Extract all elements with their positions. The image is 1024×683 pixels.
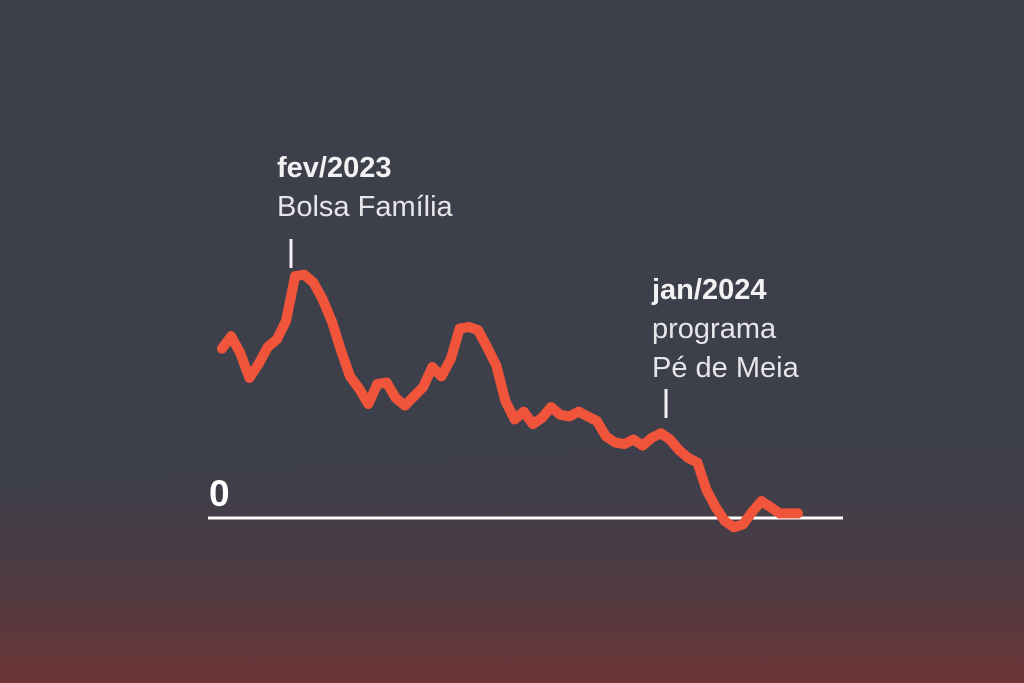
data-point bbox=[774, 508, 785, 519]
data-point bbox=[427, 362, 438, 373]
data-point bbox=[409, 391, 419, 402]
data-point bbox=[326, 315, 337, 326]
annotation-pe-de-meia: jan/2024 programa Pé de Meia bbox=[652, 271, 799, 388]
data-point bbox=[683, 452, 694, 463]
data-point bbox=[527, 419, 538, 430]
data-point bbox=[217, 343, 227, 354]
data-point bbox=[646, 432, 657, 443]
data-point bbox=[253, 359, 264, 369]
data-point bbox=[628, 434, 639, 445]
zero-axis-label: 0 bbox=[209, 473, 230, 514]
series-line bbox=[217, 269, 803, 533]
data-point bbox=[345, 371, 355, 382]
data-point bbox=[637, 440, 648, 451]
annotation-text: Pé de Meia bbox=[652, 352, 799, 384]
data-point bbox=[518, 406, 529, 417]
data-point bbox=[738, 519, 749, 530]
data-point bbox=[226, 331, 237, 342]
data-point bbox=[665, 434, 675, 445]
data-point bbox=[436, 371, 447, 382]
data-point bbox=[719, 516, 730, 527]
annotation-date: jan/2024 bbox=[652, 274, 767, 306]
data-point bbox=[756, 496, 767, 507]
data-point bbox=[619, 439, 630, 450]
data-point bbox=[610, 437, 621, 448]
data-point bbox=[573, 406, 584, 417]
data-point bbox=[555, 409, 566, 420]
data-point bbox=[783, 508, 794, 519]
data-point bbox=[601, 431, 611, 442]
data-point bbox=[390, 392, 401, 403]
annotation-text: programa bbox=[652, 313, 777, 345]
data-point bbox=[317, 294, 328, 305]
data-point bbox=[655, 428, 666, 439]
data-point bbox=[463, 322, 474, 332]
data-point bbox=[692, 457, 703, 468]
data-point bbox=[454, 323, 465, 334]
data-point bbox=[710, 502, 721, 513]
annotation-text: Bolsa Família bbox=[277, 191, 453, 223]
data-point bbox=[290, 271, 301, 282]
data-point bbox=[674, 445, 685, 456]
data-point bbox=[509, 414, 520, 425]
data-point bbox=[262, 342, 273, 353]
data-point bbox=[582, 411, 593, 422]
data-point bbox=[729, 522, 739, 533]
data-point bbox=[473, 325, 483, 336]
data-point bbox=[747, 506, 758, 517]
data-point bbox=[445, 354, 456, 365]
series-points bbox=[217, 269, 803, 533]
data-point bbox=[793, 508, 803, 519]
data-point bbox=[299, 269, 310, 280]
data-point bbox=[244, 372, 255, 383]
data-point bbox=[335, 345, 346, 356]
annotation-date: fev/2023 bbox=[277, 152, 392, 184]
data-point bbox=[399, 400, 410, 411]
data-point bbox=[363, 399, 374, 409]
data-point bbox=[591, 416, 602, 426]
data-point bbox=[765, 502, 776, 513]
data-point bbox=[235, 348, 246, 359]
data-point bbox=[308, 277, 319, 288]
data-point bbox=[418, 382, 429, 393]
data-point bbox=[537, 412, 547, 423]
data-point bbox=[354, 383, 365, 394]
data-point bbox=[564, 411, 575, 422]
data-point bbox=[500, 396, 511, 406]
data-point bbox=[271, 334, 282, 345]
data-point bbox=[281, 315, 291, 326]
data-point bbox=[372, 379, 383, 389]
annotation-bolsa-familia: fev/2023 Bolsa Família bbox=[277, 149, 453, 227]
data-point bbox=[491, 360, 502, 371]
background-gradient-band bbox=[0, 420, 1024, 683]
data-point bbox=[701, 485, 712, 496]
data-point bbox=[482, 342, 493, 353]
data-point bbox=[546, 402, 557, 413]
data-point bbox=[381, 377, 392, 388]
